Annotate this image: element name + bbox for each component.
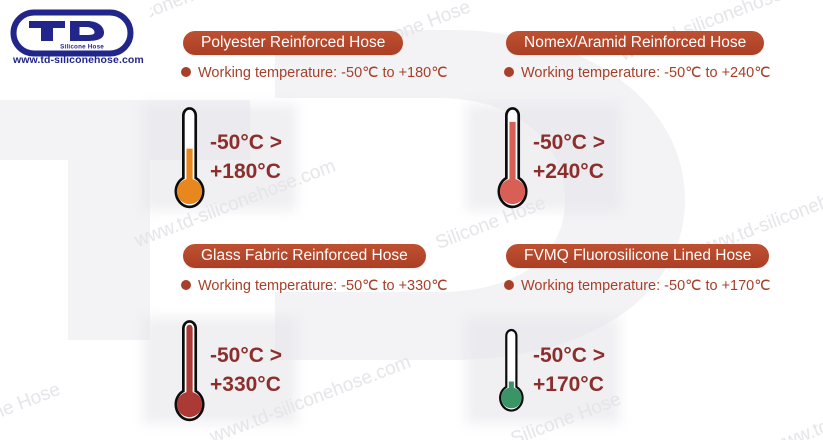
svg-text:Silicone Hose: Silicone Hose bbox=[60, 44, 104, 51]
